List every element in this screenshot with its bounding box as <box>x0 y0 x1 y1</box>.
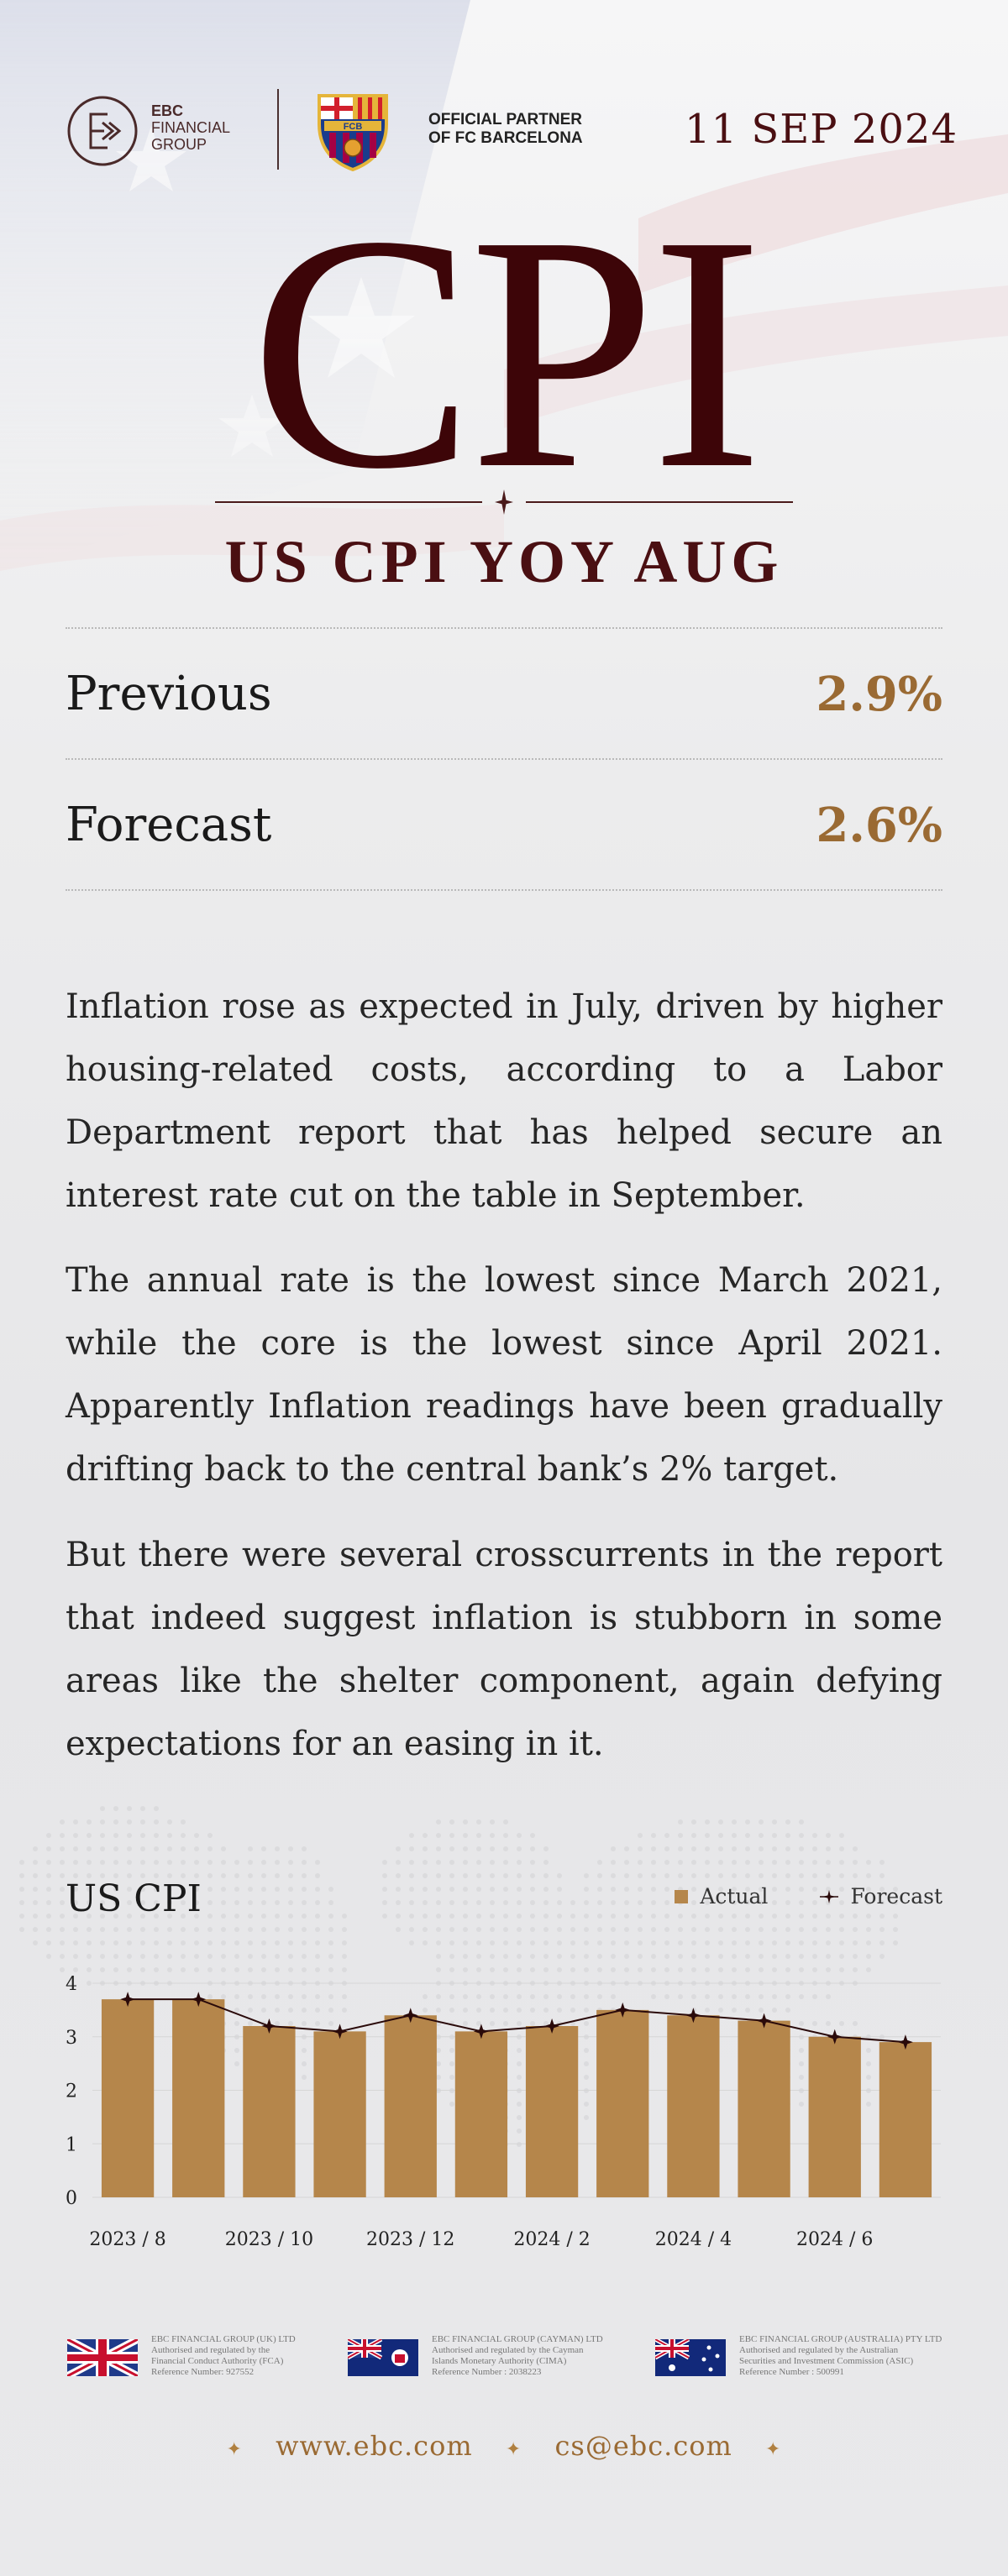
chart-legend: Actual Forecast <box>675 1884 942 1908</box>
regulator-australia-line-4: Reference Number : 500991 <box>739 2367 844 2377</box>
divider-2 <box>66 758 942 760</box>
regulator-uk-line-2: Authorised and regulated by the <box>151 2345 270 2355</box>
footer-star-icon: ✦ <box>505 2439 522 2460</box>
forecast-marker <box>191 1992 207 2008</box>
actual-bar <box>738 2020 790 2197</box>
forecast-marker <box>756 2013 772 2029</box>
regulator-uk-line-1: EBC FINANCIAL GROUP (UK) LTD <box>151 2334 296 2344</box>
actual-bar <box>172 1999 225 2197</box>
forecast-marker <box>332 2024 348 2039</box>
x-tick-label: 2024 / 6 <box>796 2229 873 2250</box>
partner-text: OFFICIAL PARTNER OF FC BARCELONA <box>428 111 583 148</box>
legend-forecast-marker-icon <box>820 1889 839 1903</box>
x-tick-label: 2023 / 8 <box>89 2229 165 2250</box>
actual-bar <box>101 1999 155 2197</box>
previous-value: 2.9% <box>816 667 942 722</box>
regulator-australia: EBC FINANCIAL GROUP (AUSTRALIA) PTY LTD … <box>739 2334 942 2378</box>
four-point-star-icon <box>495 490 513 515</box>
y-tick-label: 2 <box>66 2081 77 2102</box>
actual-bar <box>667 2015 720 2197</box>
paragraph-3: But there were several crosscurrents in … <box>66 1536 942 1763</box>
y-tick-label: 1 <box>66 2134 77 2155</box>
forecast-marker <box>473 2024 489 2039</box>
cayman-flag-icon <box>348 2339 418 2376</box>
header-divider <box>277 89 279 170</box>
divider-1 <box>66 627 942 629</box>
y-tick-label: 3 <box>66 2028 77 2049</box>
regulator-australia-line-2: Authorised and regulated by the Australi… <box>739 2345 899 2355</box>
hero-title: CPI <box>249 166 763 538</box>
x-tick-label: 2023 / 12 <box>366 2229 454 2250</box>
forecast-marker <box>544 2018 560 2034</box>
regulator-uk-line-4: Reference Number: 927552 <box>151 2367 255 2377</box>
legend-actual-swatch <box>675 1889 689 1903</box>
y-tick-label: 4 <box>66 1974 77 1995</box>
forecast-marker <box>615 2002 631 2018</box>
cpi-bar-chart: 0 1 2 3 4 2023 / 8 2023 / 10 2023 / 12 2024 / 2 2… <box>66 1974 941 2250</box>
footer-star-icon: ✦ <box>226 2439 243 2460</box>
crest-text: FCB <box>344 122 363 132</box>
forecast-marker <box>827 2029 843 2045</box>
ebc-brand-text: EBC FINANCIAL GROUP <box>151 102 230 153</box>
actual-bar <box>525 2026 579 2197</box>
regulator-australia-line-1: EBC FINANCIAL GROUP (AUSTRALIA) PTY LTD <box>739 2334 942 2344</box>
actual-bar <box>384 2015 437 2197</box>
uk-flag-icon <box>67 2339 138 2376</box>
regulator-cayman: EBC FINANCIAL GROUP (CAYMAN) LTD Authori… <box>432 2334 603 2378</box>
legend-actual-label: Actual <box>700 1884 769 1908</box>
regulator-cayman-line-4: Reference Number : 2038223 <box>432 2367 542 2377</box>
actual-bar <box>808 2036 861 2197</box>
release-date: 11 SEP 2024 <box>685 106 958 153</box>
legend-forecast-label: Forecast <box>850 1884 942 1908</box>
regulator-cayman-line-3: Islands Monetary Authority (CIMA) <box>432 2356 567 2366</box>
regulator-uk-line-3: Financial Conduct Authority (FCA) <box>151 2356 284 2366</box>
australia-flag-icon <box>655 2339 726 2376</box>
partner-line-1: OFFICIAL PARTNER <box>428 111 582 128</box>
actual-bar <box>243 2026 296 2197</box>
x-tick-label: 2024 / 4 <box>655 2229 732 2250</box>
partner-line-2: OF FC BARCELONA <box>428 129 583 147</box>
regulator-cayman-line-1: EBC FINANCIAL GROUP (CAYMAN) LTD <box>432 2334 603 2344</box>
paragraph-2: The annual rate is the lowest since Marc… <box>66 1261 942 1489</box>
actual-bar <box>596 2009 649 2197</box>
ebc-logo-icon <box>67 96 138 166</box>
forecast-label: Forecast <box>66 798 272 852</box>
website-link[interactable]: www.ebc.com <box>276 2430 473 2462</box>
brand-line-2: FINANCIAL <box>151 119 231 136</box>
email-link[interactable]: cs@ebc.com <box>554 2430 732 2462</box>
y-tick-label: 0 <box>66 2188 77 2209</box>
actual-bar <box>454 2031 508 2197</box>
regulator-uk: EBC FINANCIAL GROUP (UK) LTD Authorised … <box>151 2334 296 2378</box>
regulator-cayman-line-2: Authorised and regulated by the Cayman <box>432 2345 584 2355</box>
x-tick-label: 2024 / 2 <box>513 2229 590 2250</box>
divider-3 <box>66 889 942 891</box>
paragraph-1: Inflation rose as expected in July, driv… <box>66 987 942 1215</box>
forecast-value: 2.6% <box>816 798 942 853</box>
fc-barcelona-crest-icon: FCB <box>318 94 388 171</box>
forecast-marker <box>897 2034 913 2050</box>
x-tick-label: 2023 / 10 <box>225 2229 313 2250</box>
forecast-marker <box>685 2008 701 2024</box>
footer-contacts: ✦ www.ebc.com ✦ cs@ebc.com ✦ <box>0 2430 1008 2462</box>
forecast-marker <box>402 2008 418 2024</box>
title-rule-right <box>526 501 793 503</box>
regulator-australia-line-3: Securities and Investment Commission (AS… <box>739 2356 914 2366</box>
actual-bar <box>879 2042 932 2197</box>
indicator-subtitle: US CPI YOY AUG <box>224 528 784 595</box>
chart-title: US CPI <box>66 1877 202 1920</box>
title-rule-left <box>215 501 482 503</box>
forecast-marker <box>120 1992 136 2008</box>
footer-star-icon: ✦ <box>765 2439 782 2460</box>
actual-bar <box>313 2031 366 2197</box>
forecast-marker <box>261 2018 277 2034</box>
previous-label: Previous <box>66 667 272 721</box>
brand-line-3: GROUP <box>151 136 207 153</box>
brand-line-1: EBC <box>151 102 184 119</box>
forecast-line <box>128 1998 906 2044</box>
